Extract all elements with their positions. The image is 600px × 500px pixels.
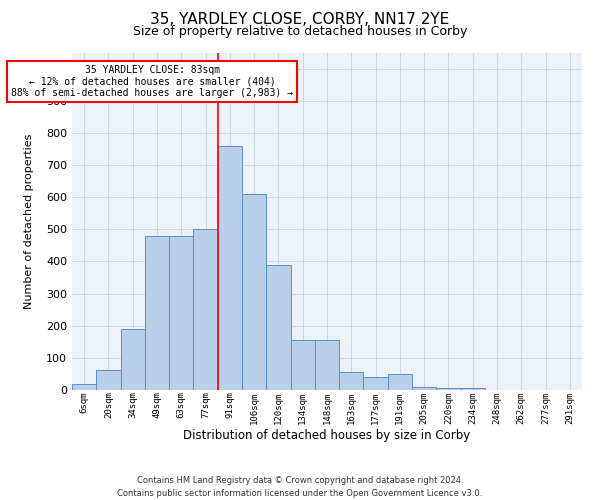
Bar <box>364 377 388 390</box>
Bar <box>315 340 339 390</box>
Bar <box>436 388 461 390</box>
Y-axis label: Number of detached properties: Number of detached properties <box>23 134 34 309</box>
Bar <box>339 372 364 390</box>
Bar <box>290 340 315 390</box>
Text: Size of property relative to detached houses in Corby: Size of property relative to detached ho… <box>133 25 467 38</box>
X-axis label: Distribution of detached houses by size in Corby: Distribution of detached houses by size … <box>184 429 470 442</box>
Bar <box>145 236 169 390</box>
Bar <box>242 194 266 390</box>
Bar <box>412 387 436 390</box>
Bar <box>72 384 96 390</box>
Bar <box>266 264 290 390</box>
Bar <box>218 146 242 390</box>
Bar <box>461 388 485 390</box>
Bar <box>169 236 193 390</box>
Bar <box>388 374 412 390</box>
Bar <box>96 370 121 390</box>
Bar <box>193 230 218 390</box>
Text: 35 YARDLEY CLOSE: 83sqm
← 12% of detached houses are smaller (404)
88% of semi-d: 35 YARDLEY CLOSE: 83sqm ← 12% of detache… <box>11 65 293 98</box>
Text: Contains HM Land Registry data © Crown copyright and database right 2024.
Contai: Contains HM Land Registry data © Crown c… <box>118 476 482 498</box>
Text: 35, YARDLEY CLOSE, CORBY, NN17 2YE: 35, YARDLEY CLOSE, CORBY, NN17 2YE <box>151 12 449 28</box>
Bar <box>121 329 145 390</box>
